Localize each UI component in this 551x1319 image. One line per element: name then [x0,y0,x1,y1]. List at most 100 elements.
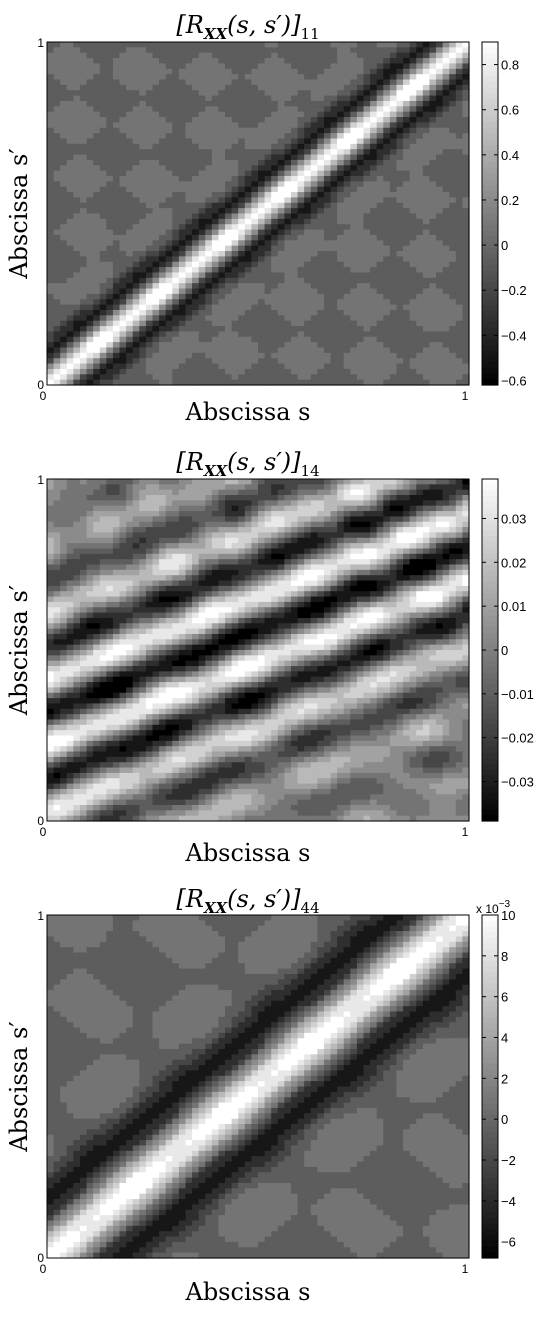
heatmap-cell [462,240,470,247]
heatmap-cell [93,379,101,386]
heatmap-cell [363,165,371,172]
heatmap-cell [139,186,147,193]
heatmap-cell [403,342,411,349]
heatmap-cell [455,283,463,290]
heatmap-cell [284,532,292,539]
colorbar-swatch [482,373,498,380]
heatmap-cell [178,111,187,118]
heatmap-cell [297,95,305,102]
heatmap-cell [290,84,299,91]
heatmap-cell [112,74,121,81]
heatmap-cell [218,154,226,161]
heatmap-cell [159,100,167,107]
heatmap-cell [343,240,351,247]
heatmap-cell [310,229,318,236]
heatmap-cell [310,154,318,161]
heatmap-cell [139,293,147,300]
heatmap-cell [145,181,154,188]
heatmap-cell [343,309,351,316]
heatmap-cell [165,511,173,517]
heatmap-cell [356,192,365,199]
heatmap-cell [297,143,305,150]
heatmap-cell [93,320,101,327]
heatmap-cell [60,100,68,107]
heatmap-cell [258,165,266,172]
heatmap-cell [350,165,358,172]
heatmap-cell [211,68,220,75]
heatmap-cell [442,352,450,359]
heatmap-cell [126,532,134,539]
heatmap-cell [53,543,61,550]
heatmap-cell [455,42,463,48]
heatmap-cell [284,197,292,204]
heatmap-cell [165,138,173,145]
heatmap-cell [112,326,121,333]
heatmap-cell [383,505,391,512]
heatmap-cell [383,320,391,327]
heatmap-cell [86,368,94,375]
heatmap-cell [145,363,154,370]
heatmap-cell [119,331,127,338]
heatmap-cell [198,245,206,252]
heatmap-cell [258,379,266,386]
heatmap-cell [356,117,365,123]
heatmap-cell [422,363,431,370]
heatmap-cell [93,218,101,225]
heatmap-cell [66,224,74,231]
heatmap-cell [277,240,285,247]
heatmap-cell [79,47,88,54]
heatmap-cell [126,79,134,86]
heatmap-cell [422,272,431,279]
heatmap-cell [145,379,154,386]
heatmap-cell [73,100,81,107]
heatmap-cell [376,374,384,381]
heatmap-cell [225,489,233,496]
heatmap-cell [106,240,114,247]
heatmap-cell [462,95,470,102]
heatmap-cell [356,489,365,496]
heatmap-cell [152,84,160,91]
heatmap-cell [47,79,55,86]
heatmap-cell [455,143,463,150]
heatmap-cell [416,127,424,134]
heatmap-cell [310,256,318,263]
heatmap-cell [436,90,444,97]
heatmap-cell [422,251,431,257]
heatmap-cell [139,133,147,140]
colorbar-swatch [482,162,498,169]
heatmap-cell [99,532,107,539]
heatmap-cell [251,138,259,145]
heatmap-cell [317,149,325,156]
heatmap-cell [277,352,285,359]
heatmap-cell [159,79,167,86]
heatmap-cell [455,79,463,86]
heatmap-cell [370,251,378,257]
heatmap-cell [389,111,398,118]
heatmap-cell [370,229,378,236]
heatmap-cell [159,234,167,241]
heatmap-cell [172,127,180,134]
heatmap-cell [422,42,431,48]
heatmap-cell [376,159,384,166]
heatmap-cell [198,320,206,327]
heatmap-cell [403,68,411,75]
heatmap-cell [396,90,404,97]
heatmap-cell [99,58,107,65]
heatmap-cell [409,208,417,215]
heatmap-cell [422,170,431,177]
heatmap-cell [172,245,180,252]
heatmap-cell [47,363,55,370]
heatmap-cell [383,229,391,236]
heatmap-cell [383,283,391,290]
heatmap-cell [409,267,417,274]
heatmap-cell [172,516,180,523]
heatmap-cell [126,74,134,81]
heatmap-cell [53,224,61,231]
heatmap-cell [198,261,206,268]
heatmap-cell [323,479,332,485]
heatmap-cell [429,331,437,338]
heatmap-cell [350,197,358,204]
heatmap-cell [225,479,233,485]
heatmap-cell [363,79,371,86]
heatmap-cell [403,133,411,140]
